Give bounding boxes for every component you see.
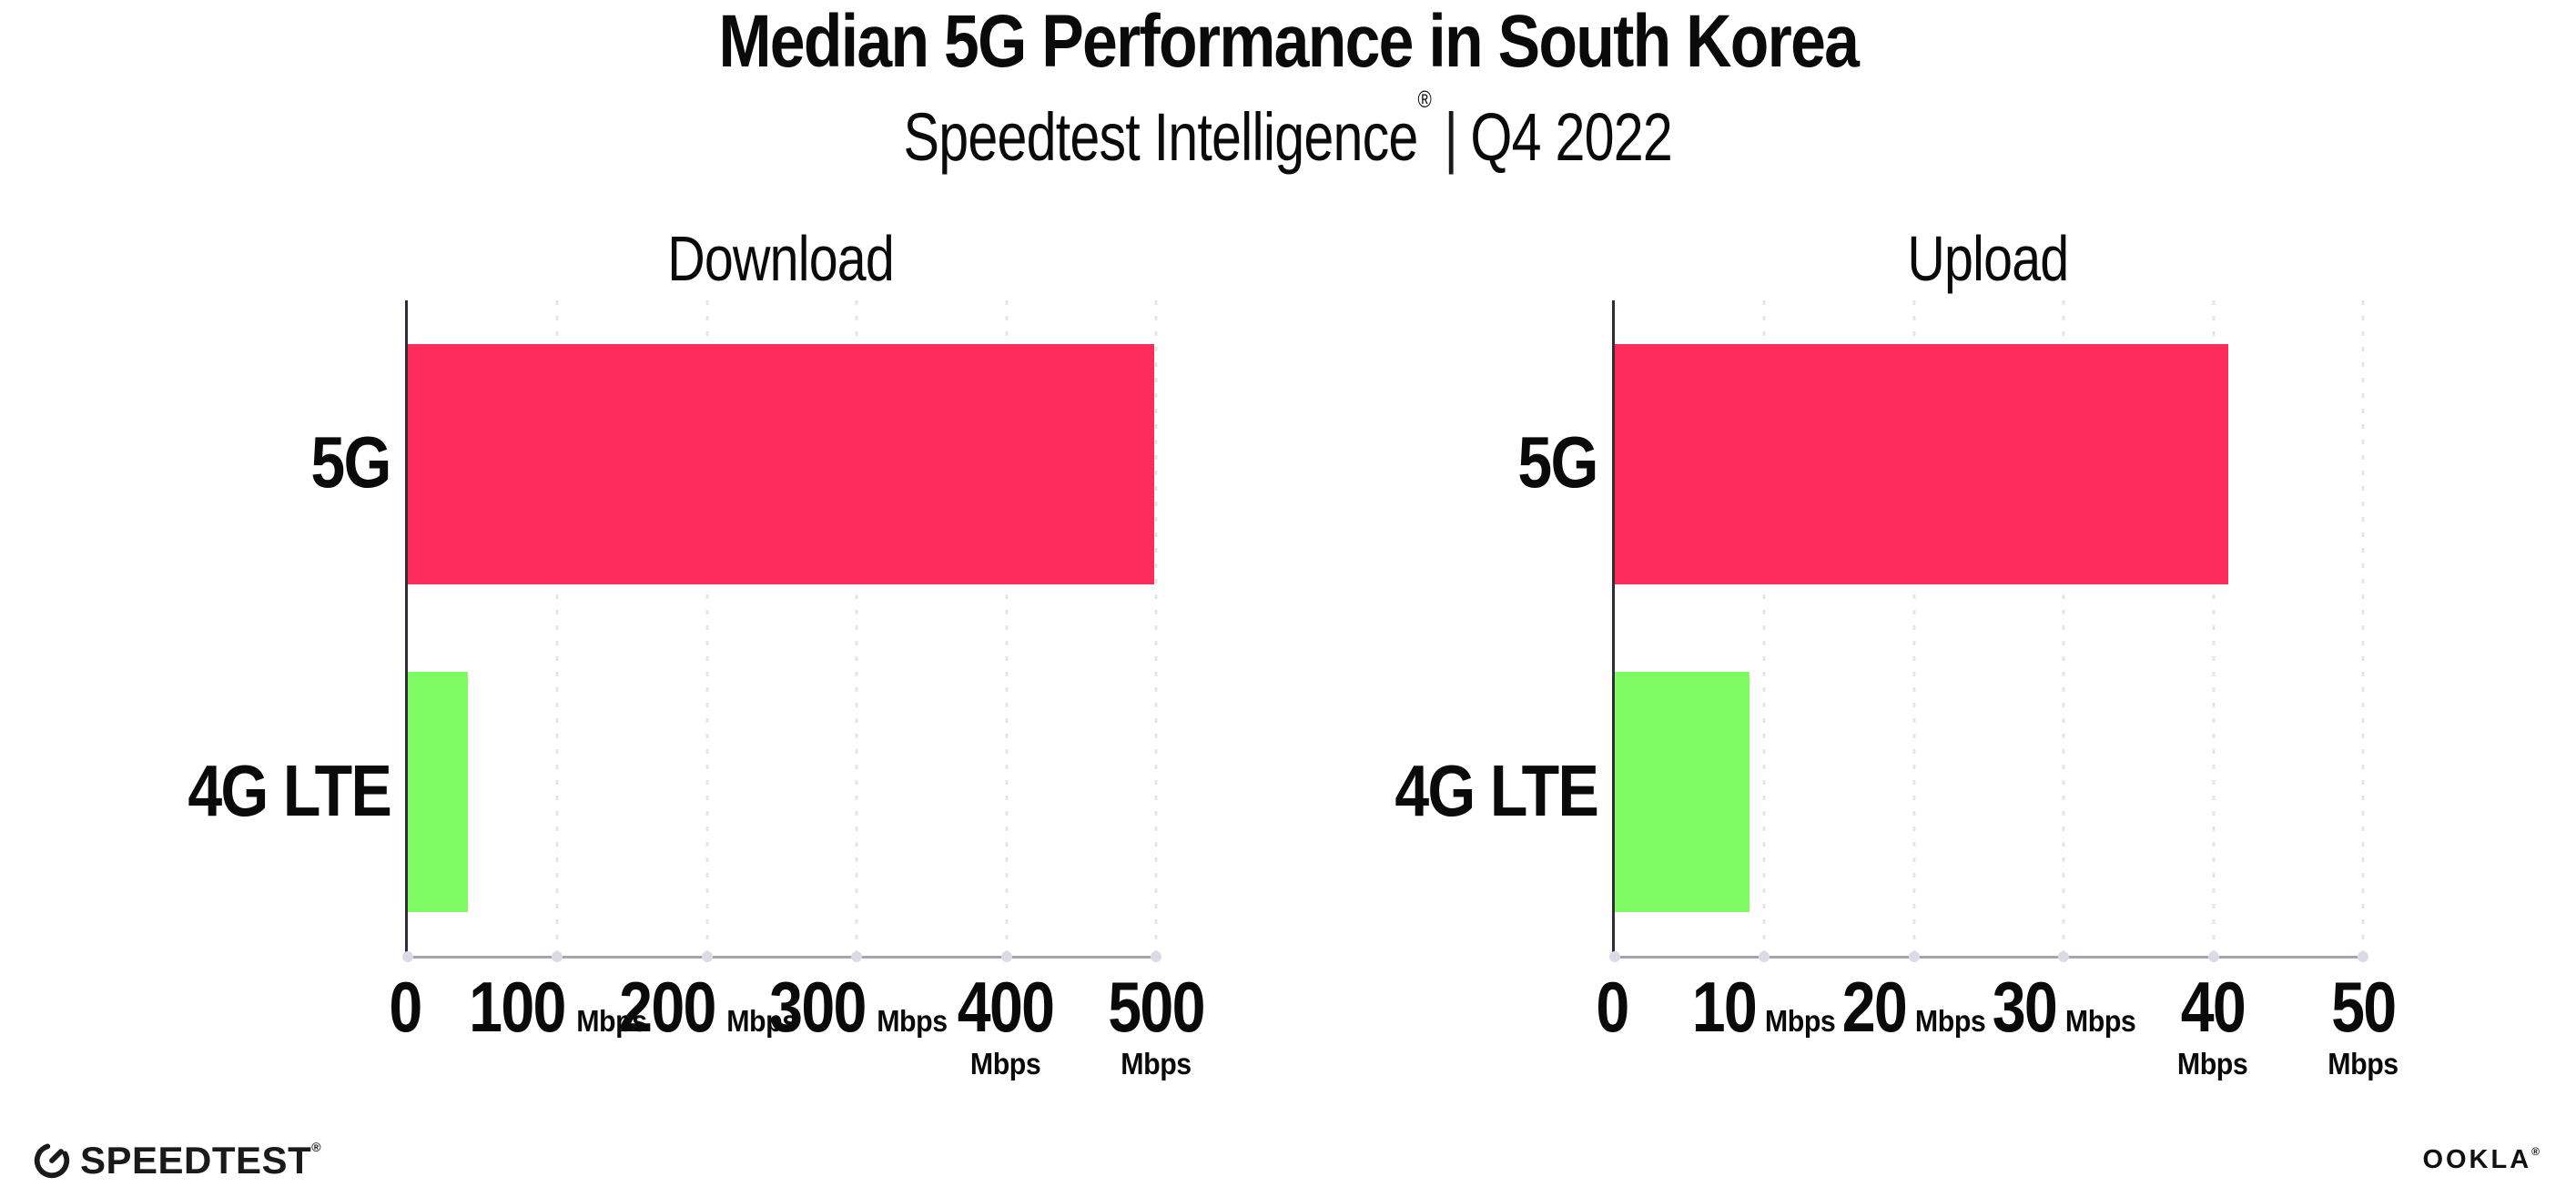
gridline bbox=[705, 300, 709, 956]
x-tick-label: 0 bbox=[386, 971, 423, 1042]
x-tick-unit: Mbps bbox=[1764, 1004, 1836, 1038]
bar-4g-lte bbox=[1615, 671, 1749, 913]
x-tick-value: 40 bbox=[2180, 967, 2246, 1047]
bar-4g-lte bbox=[408, 671, 468, 913]
x-tick-unit: Mbps bbox=[1121, 1047, 1192, 1080]
x-tick-label: 50Mbps bbox=[2325, 971, 2401, 1079]
page-title: Median 5G Performance in South Korea bbox=[0, 0, 2576, 83]
x-tick-value: 20 bbox=[1841, 967, 1908, 1047]
x-tick-label: 20 Mbps bbox=[1837, 971, 1989, 1042]
x-tick-value: 500 bbox=[1108, 967, 1205, 1047]
download-x-axis: 0 100 Mbps 200 Mbps 300 Mbps 400Mbps 500Mbps bbox=[389, 959, 1205, 1113]
download-y-axis-labels: 5G 4G LTE bbox=[177, 300, 405, 959]
page-subtitle: Speedtest Intelligence® | Q4 2022 bbox=[0, 86, 2576, 176]
subtitle-divider: | bbox=[1444, 99, 1458, 175]
category-label-5g: 5G bbox=[310, 421, 392, 502]
x-tick-value: 100 bbox=[469, 967, 566, 1047]
x-tick-label: 40Mbps bbox=[2138, 971, 2288, 1079]
x-tick-label: 200 Mbps bbox=[611, 971, 800, 1042]
x-tick-unit: Mbps bbox=[2328, 1047, 2399, 1080]
ookla-trademark-icon: ® bbox=[2531, 1145, 2540, 1158]
x-tick-value: 400 bbox=[958, 967, 1055, 1047]
x-tick-label: 400Mbps bbox=[931, 971, 1081, 1079]
gridline bbox=[1154, 300, 1158, 956]
axis-tick-dot bbox=[1000, 951, 1012, 962]
gridline bbox=[2212, 300, 2216, 956]
download-chart-title: Download bbox=[667, 223, 895, 294]
x-tick-value: 10 bbox=[1691, 967, 1758, 1047]
gridline bbox=[2062, 300, 2065, 956]
axis-tick-dot bbox=[851, 951, 863, 962]
ookla-logo: OOKLA® bbox=[2422, 1145, 2540, 1174]
category-label-4g-lte: 4G LTE bbox=[188, 750, 391, 832]
gridline bbox=[555, 300, 559, 956]
page-title-text: Median 5G Performance in South Korea bbox=[718, 0, 1859, 83]
x-tick-unit: Mbps bbox=[970, 1047, 1041, 1080]
x-tick-label: 300 Mbps bbox=[761, 971, 950, 1042]
axis-tick-dot bbox=[1609, 951, 1620, 962]
axis-tick-dot bbox=[2207, 951, 2219, 962]
x-tick-label: 10 Mbps bbox=[1687, 971, 1839, 1042]
axis-tick-dot bbox=[552, 951, 563, 962]
axis-tick-dot bbox=[1908, 951, 1920, 962]
x-tick-value: 30 bbox=[1992, 967, 2058, 1047]
speedtest-wordmark: SPEEDTEST® bbox=[80, 1139, 322, 1182]
x-tick-label: 100 Mbps bbox=[461, 971, 650, 1042]
upload-chart-title: Upload bbox=[1907, 223, 2069, 294]
download-chart: Download 5G 4G LTE 0 100 Mbps 200 Mbps 300 Mbps… bbox=[177, 223, 1205, 1113]
gridline bbox=[2361, 300, 2365, 956]
download-plot-area bbox=[402, 300, 1161, 962]
category-label-5g: 5G bbox=[1517, 421, 1599, 502]
axis-tick-dot bbox=[1151, 951, 1161, 962]
x-tick-value: 0 bbox=[1596, 967, 1629, 1047]
x-tick-value: 300 bbox=[769, 967, 867, 1047]
registered-trademark-icon: ® bbox=[1417, 86, 1432, 113]
axis-tick-dot bbox=[2058, 951, 2070, 962]
x-tick-unit: Mbps bbox=[726, 1004, 797, 1038]
speedtest-gauge-icon bbox=[34, 1142, 70, 1179]
axis-tick-dot bbox=[2358, 951, 2368, 962]
x-tick-value: 0 bbox=[389, 967, 422, 1047]
upload-x-axis: 0 10 Mbps 20 Mbps 30 Mbps 40Mbps 50Mbps bbox=[1596, 959, 2399, 1113]
x-tick-unit: Mbps bbox=[2064, 1004, 2136, 1038]
x-tick-label: 500Mbps bbox=[1100, 971, 1212, 1079]
speedtest-logo: SPEEDTEST® bbox=[33, 1139, 321, 1182]
gridline bbox=[855, 300, 858, 956]
x-tick-label: 0 bbox=[1593, 971, 1630, 1042]
speedtest-trademark-icon: ® bbox=[311, 1140, 322, 1154]
x-tick-value: 200 bbox=[619, 967, 716, 1047]
category-label-4g-lte: 4G LTE bbox=[1394, 750, 1598, 832]
subtitle-period: Q4 2022 bbox=[1470, 99, 1673, 175]
subtitle-brand: Speedtest Intelligence bbox=[903, 99, 1419, 175]
x-tick-unit: Mbps bbox=[877, 1004, 948, 1038]
bar-5g bbox=[1615, 343, 2229, 585]
x-tick-unit: Mbps bbox=[2177, 1047, 2248, 1080]
gridline bbox=[1005, 300, 1009, 956]
x-tick-value: 50 bbox=[2330, 967, 2397, 1047]
gridline bbox=[1912, 300, 1916, 956]
axis-tick-dot bbox=[701, 951, 713, 962]
axis-tick-dot bbox=[1759, 951, 1770, 962]
gridline bbox=[1762, 300, 1766, 956]
upload-y-axis-labels: 5G 4G LTE bbox=[1384, 300, 1612, 959]
axis-tick-dot bbox=[402, 951, 413, 962]
bar-5g bbox=[408, 343, 1155, 585]
upload-chart: Upload 5G 4G LTE 0 10 Mbps 20 Mbps 30 Mbps 40Mbp… bbox=[1384, 223, 2399, 1113]
x-tick-unit: Mbps bbox=[1914, 1004, 1986, 1038]
upload-plot-area bbox=[1609, 300, 2368, 962]
x-tick-label: 30 Mbps bbox=[1987, 971, 2139, 1042]
x-tick-unit: Mbps bbox=[576, 1004, 647, 1038]
